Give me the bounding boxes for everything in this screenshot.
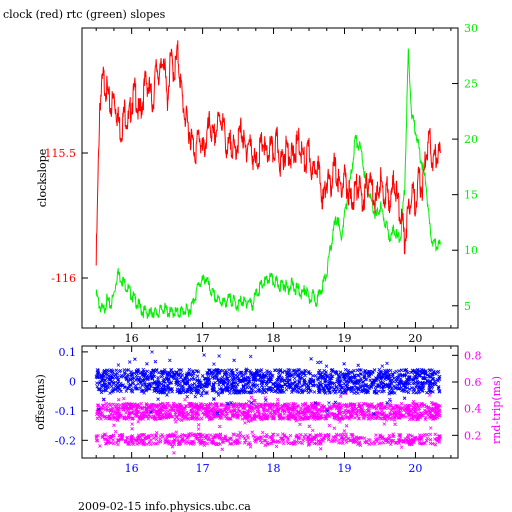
y2-tick-label: 5	[464, 300, 471, 313]
x-tick-label: 17	[196, 462, 210, 475]
top-plot-axes: 16 17 18 19 20 -115.5 -116 5 10 15 20 25 30 clockslop…	[36, 22, 478, 345]
y-axis-label: offset(ms)	[34, 374, 47, 430]
x-tick-label: 18	[267, 462, 281, 475]
rnd-trip-points-lower	[94, 423, 442, 455]
y-axis-label: clockslope	[36, 149, 49, 207]
y2-tick-label: 10	[464, 244, 478, 257]
x-tick-label: 19	[337, 462, 351, 475]
x-tick-label: 16	[125, 332, 139, 345]
y-tick-label: -116	[51, 272, 76, 285]
y-tick-label: 0	[69, 375, 76, 388]
y2-tick-label: 25	[464, 78, 478, 91]
y2-tick-label: 0.2	[464, 429, 482, 442]
chart-title: clock (red) rtc (green) slopes	[3, 8, 166, 21]
rtc-slope-line	[95, 48, 441, 319]
bottom-plot-frame	[81, 345, 459, 459]
x-tick-label: 20	[408, 462, 422, 475]
y-tick-label: -0.1	[55, 405, 76, 418]
y-tick-label: 0.1	[59, 346, 77, 359]
y2-tick-label: 0.8	[464, 349, 482, 362]
bottom-plot-axes: 16 17 18 19 20 0.1 0 -0.1 -0.2 0.8 0.6 0.4 0.2 offset…	[34, 346, 503, 475]
bottom-plot-series	[94, 350, 442, 455]
y2-tick-label: 30	[464, 22, 478, 35]
y2-tick-label: 15	[464, 189, 478, 202]
x-tick-label: 19	[337, 332, 351, 345]
top-plot-frame	[81, 27, 459, 329]
footer-credit: 2009-02-15 info.physics.ubc.ca	[78, 500, 251, 512]
top-plot-series	[95, 40, 441, 319]
x-tick-label: 18	[267, 332, 281, 345]
clock-slope-line	[95, 40, 441, 266]
x-tick-label: 17	[196, 332, 210, 345]
y2-axis-label: rnd-trip(ms)	[490, 376, 503, 444]
x-tick-label: 20	[408, 332, 422, 345]
y-tick-label: -0.2	[55, 434, 76, 447]
y2-tick-label: 20	[464, 133, 478, 146]
y2-tick-label: 0.6	[464, 376, 482, 389]
x-tick-label: 16	[125, 462, 139, 475]
y-tick-label: -115.5	[41, 147, 76, 160]
offset-points	[94, 350, 442, 416]
rnd-trip-points	[95, 390, 442, 435]
y2-tick-label: 0.4	[464, 403, 482, 416]
